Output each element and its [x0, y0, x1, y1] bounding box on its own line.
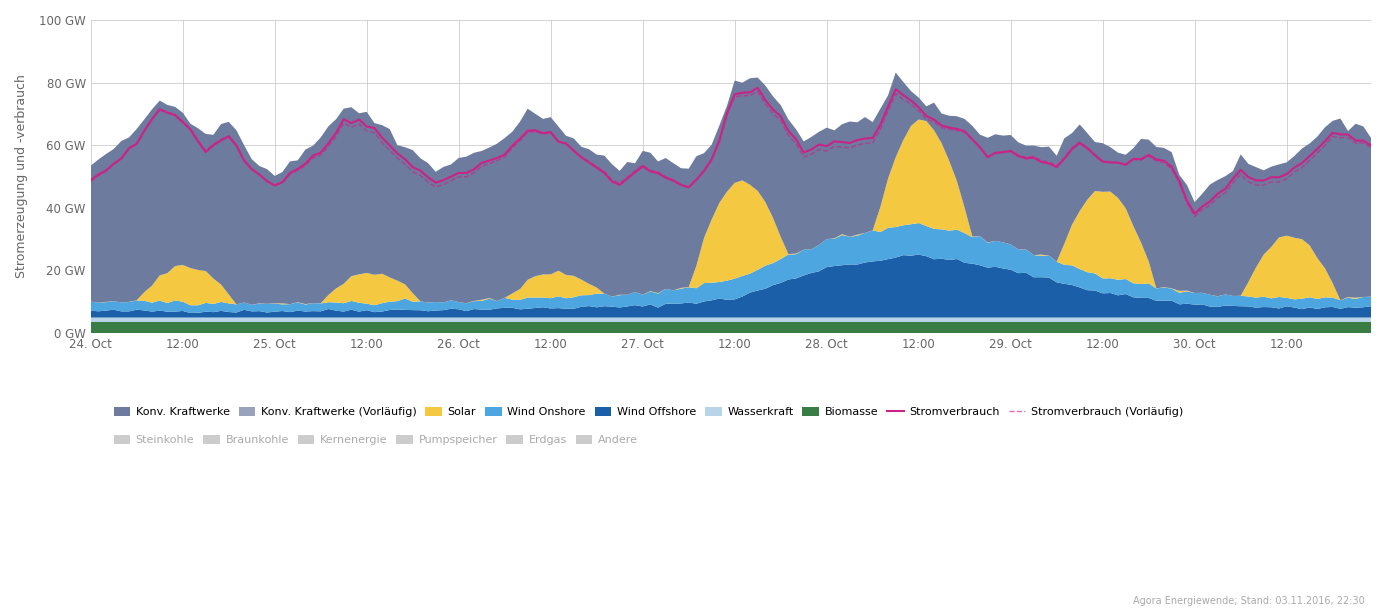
Legend: Steinkohle, Braunkohle, Kernenergie, Pumpspeicher, Erdgas, Andere: Steinkohle, Braunkohle, Kernenergie, Pum…	[109, 430, 643, 450]
Y-axis label: Stromerzeugung und -verbrauch: Stromerzeugung und -verbrauch	[15, 75, 28, 278]
Text: Agora Energiewende; Stand: 03.11.2016, 22:30: Agora Energiewende; Stand: 03.11.2016, 2…	[1134, 596, 1365, 606]
